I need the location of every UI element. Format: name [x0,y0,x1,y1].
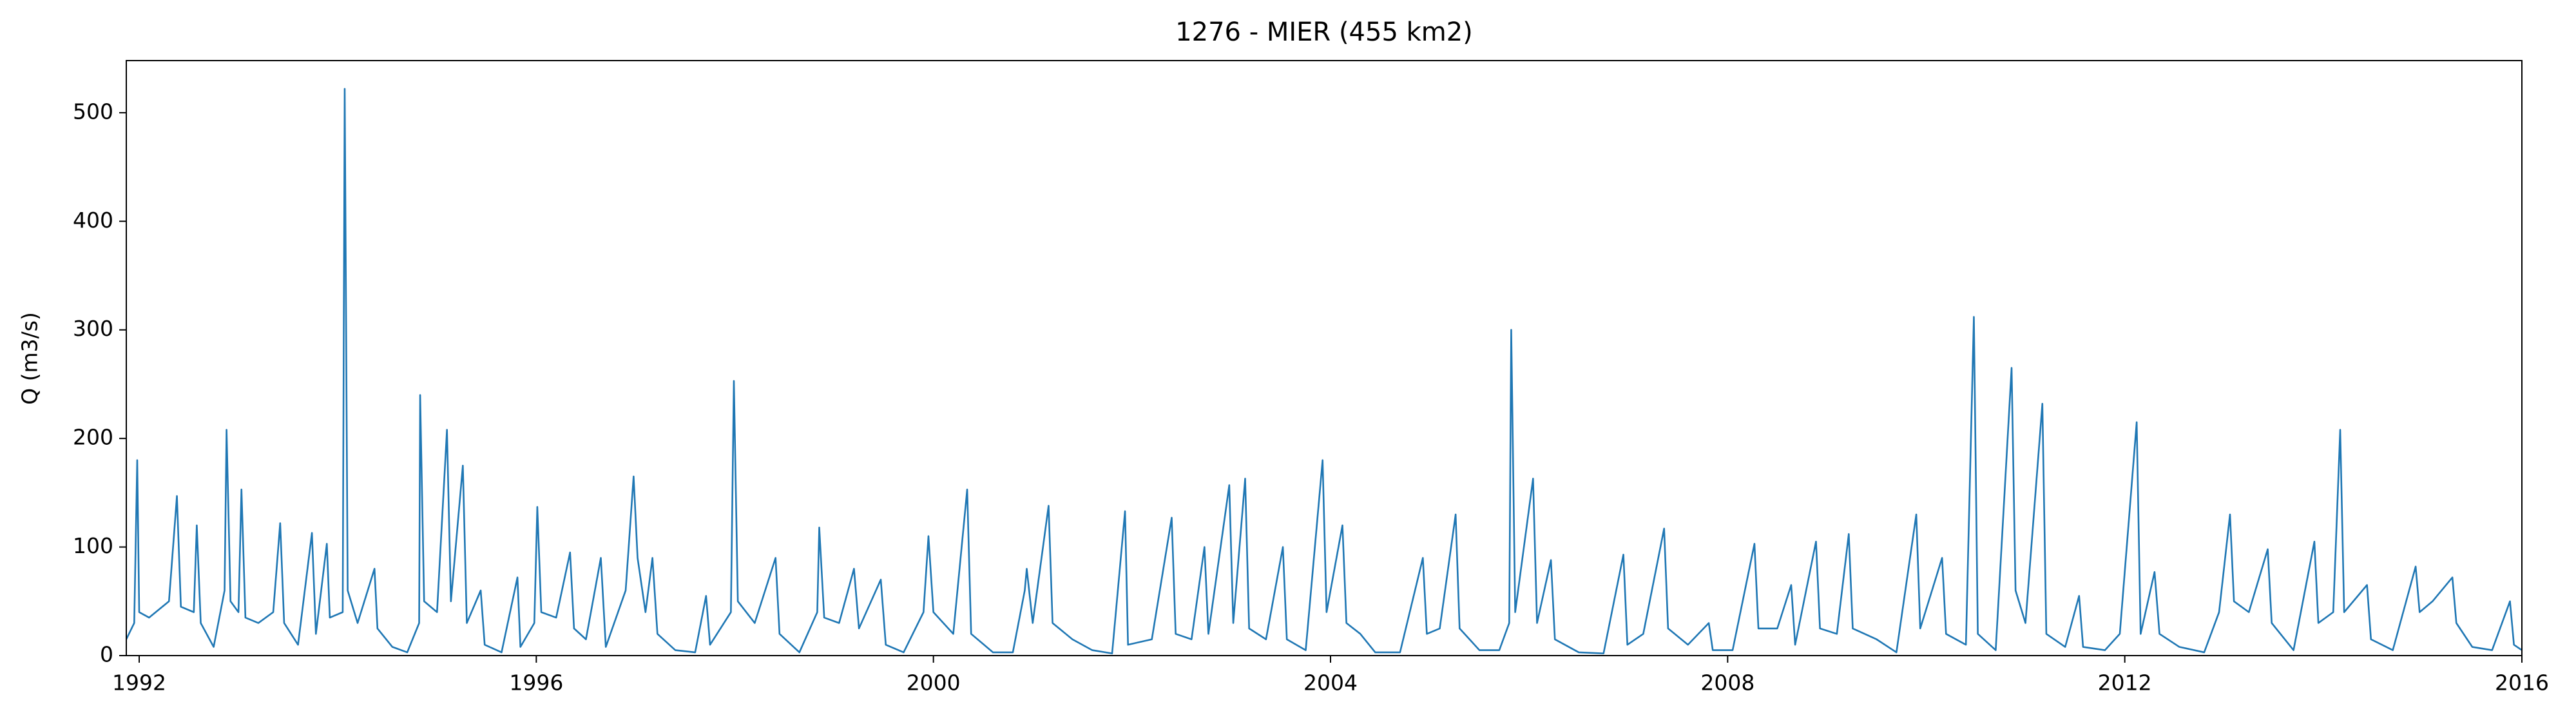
y-tick-label: 400 [73,208,113,233]
x-tick-label: 1992 [112,670,166,696]
x-tick-label: 2012 [2098,670,2152,696]
y-tick-label: 500 [73,99,113,124]
y-tick-label: 100 [73,533,113,558]
y-tick-label: 300 [73,316,113,341]
x-tick-label: 2000 [907,670,961,696]
x-tick-label: 2004 [1303,670,1358,696]
x-tick-label: 1996 [509,670,563,696]
x-tick-label: 2016 [2495,670,2549,696]
plot-frame [126,60,2523,656]
y-tick-label: 0 [100,642,113,667]
y-tick-label: 200 [73,425,113,450]
x-tick-label: 2008 [1700,670,1754,696]
series-line [126,88,2522,654]
chart-title: 1276 - MIER (455 km2) [1175,17,1473,47]
y-axis-label: Q (m3/s) [17,312,43,405]
